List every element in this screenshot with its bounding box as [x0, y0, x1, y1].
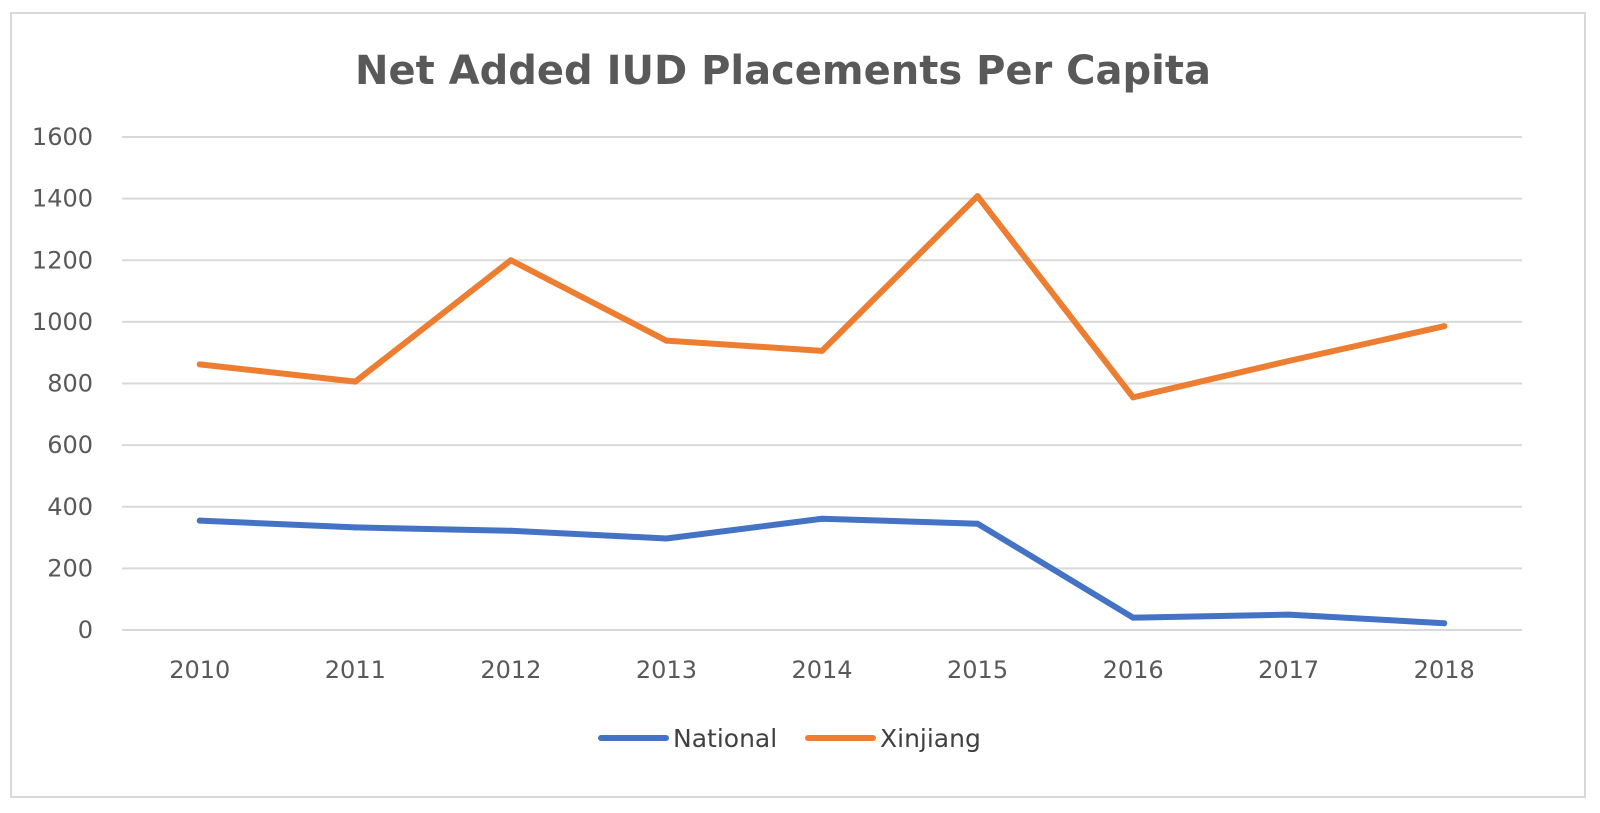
series-national: [196, 515, 1448, 627]
x-tick-label: 2011: [325, 656, 386, 684]
data-point-national-2012: [507, 527, 514, 534]
x-tick-label: 2016: [1103, 656, 1164, 684]
y-axis-tick-labels: 0 200 400 600 800 1000 1200 1400 1600: [32, 123, 93, 644]
x-tick-label: 2015: [947, 656, 1008, 684]
x-tick-label: 2013: [636, 656, 697, 684]
data-point-national-2011: [352, 524, 359, 531]
x-tick-label: 2018: [1414, 656, 1475, 684]
data-point-national-2017: [1285, 611, 1292, 618]
series-lines: [196, 193, 1448, 627]
data-point-xinjiang-2015: [974, 193, 981, 200]
chart-title: Net Added IUD Placements Per Capita: [355, 48, 1211, 94]
x-tick-label: 2010: [169, 656, 230, 684]
x-tick-label: 2014: [791, 656, 852, 684]
y-tick-label: 1000: [32, 308, 93, 336]
x-axis-tick-labels: 2010 2011 2012 2013 2014 2015 2016 2017 2018: [169, 656, 1475, 684]
y-tick-label: 800: [47, 370, 93, 398]
data-point-xinjiang-2010: [196, 361, 203, 368]
data-point-xinjiang-2016: [1130, 394, 1137, 401]
y-tick-label: 1400: [32, 185, 93, 213]
data-point-national-2015: [974, 520, 981, 527]
x-tick-label: 2012: [480, 656, 541, 684]
y-tick-label: 400: [47, 493, 93, 521]
legend-label: National: [673, 724, 777, 753]
legend-item-national: National: [598, 724, 777, 753]
data-point-xinjiang-2018: [1441, 323, 1448, 330]
legend-item-xinjiang: Xinjiang: [805, 724, 981, 753]
legend: National Xinjiang: [598, 724, 981, 753]
y-tick-label: 200: [47, 554, 93, 582]
data-point-xinjiang-2011: [352, 378, 359, 385]
series-xinjiang: [196, 193, 1448, 401]
data-point-national-2013: [663, 535, 670, 542]
y-tick-label: 1200: [32, 246, 93, 274]
data-point-xinjiang-2014: [819, 347, 825, 354]
x-tick-label: 2017: [1258, 656, 1319, 684]
series-line-xinjiang: [196, 193, 1448, 401]
y-tick-label: 0: [78, 616, 93, 644]
data-point-national-2014: [819, 515, 825, 522]
y-tick-label: 1600: [32, 123, 93, 151]
gridlines: [122, 136, 1522, 631]
series-line-national: [196, 515, 1448, 627]
legend-label: Xinjiang: [880, 724, 981, 753]
data-point-national-2010: [196, 517, 203, 524]
data-point-xinjiang-2013: [663, 337, 670, 344]
data-point-xinjiang-2012: [507, 257, 514, 264]
data-point-national-2016: [1130, 614, 1137, 621]
chart-frame: [10, 12, 1586, 798]
y-tick-label: 600: [47, 431, 93, 459]
data-point-national-2018: [1441, 620, 1448, 627]
data-point-xinjiang-2017: [1285, 358, 1292, 365]
